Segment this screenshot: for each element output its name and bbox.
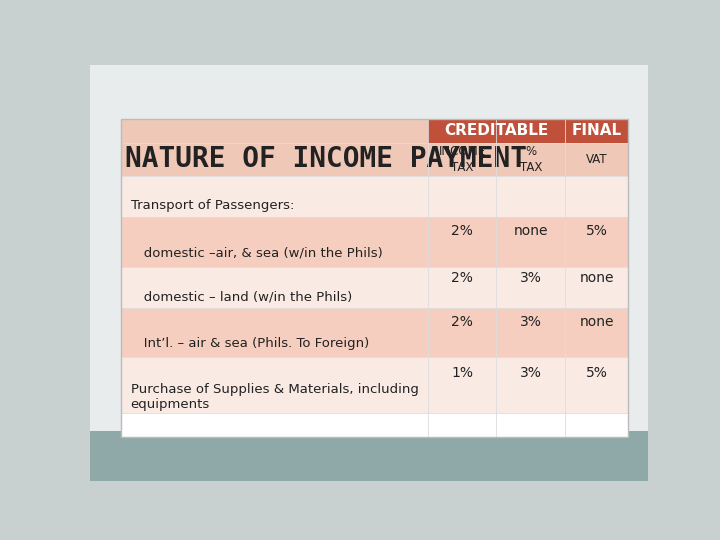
- Bar: [121, 176, 428, 218]
- Text: Int’l. – air & sea (Phils. To Foreign): Int’l. – air & sea (Phils. To Foreign): [131, 337, 369, 350]
- Text: none: none: [513, 224, 548, 238]
- Text: CREDITABLE: CREDITABLE: [444, 123, 549, 138]
- Text: Transport of Passengers:: Transport of Passengers:: [131, 199, 294, 212]
- Bar: [121, 119, 629, 437]
- Text: 3%: 3%: [520, 366, 541, 380]
- Bar: [90, 65, 648, 431]
- Bar: [428, 308, 497, 357]
- Text: 2%: 2%: [451, 271, 473, 285]
- Bar: [565, 218, 629, 267]
- Text: INCOME
TAX: INCOME TAX: [438, 145, 486, 174]
- Bar: [497, 218, 565, 267]
- Bar: [121, 267, 428, 308]
- Bar: [121, 119, 428, 143]
- Bar: [565, 119, 629, 143]
- Bar: [497, 176, 565, 218]
- Text: FINAL: FINAL: [572, 123, 622, 138]
- Text: none: none: [580, 315, 614, 329]
- Bar: [565, 357, 629, 413]
- Bar: [565, 143, 629, 176]
- Bar: [428, 176, 497, 218]
- Bar: [497, 308, 565, 357]
- Bar: [565, 267, 629, 308]
- Text: 3%: 3%: [520, 315, 541, 329]
- Bar: [121, 119, 629, 437]
- Text: %
TAX: % TAX: [520, 145, 542, 174]
- Bar: [121, 308, 428, 357]
- Text: 2%: 2%: [451, 224, 473, 238]
- Text: NATURE OF INCOME PAYMENT: NATURE OF INCOME PAYMENT: [125, 145, 527, 173]
- Bar: [121, 143, 428, 176]
- Text: Purchase of Supplies & Materials, including
equipments: Purchase of Supplies & Materials, includ…: [131, 383, 418, 411]
- Bar: [565, 308, 629, 357]
- Text: VAT: VAT: [586, 153, 608, 166]
- Bar: [428, 267, 497, 308]
- Bar: [497, 267, 565, 308]
- Bar: [497, 143, 565, 176]
- Bar: [428, 143, 497, 176]
- Text: domestic – land (w/in the Phils): domestic – land (w/in the Phils): [131, 290, 352, 303]
- Bar: [497, 357, 565, 413]
- Bar: [121, 218, 428, 267]
- Bar: [90, 431, 648, 481]
- Text: 5%: 5%: [586, 366, 608, 380]
- Bar: [428, 357, 497, 413]
- Bar: [565, 176, 629, 218]
- Text: 1%: 1%: [451, 366, 473, 380]
- Bar: [121, 357, 428, 413]
- Text: domestic –air, & sea (w/in the Phils): domestic –air, & sea (w/in the Phils): [131, 246, 382, 259]
- Text: 3%: 3%: [520, 271, 541, 285]
- Text: 5%: 5%: [586, 224, 608, 238]
- Text: none: none: [580, 271, 614, 285]
- Text: 2%: 2%: [451, 315, 473, 329]
- Bar: [428, 119, 565, 143]
- Bar: [428, 218, 497, 267]
